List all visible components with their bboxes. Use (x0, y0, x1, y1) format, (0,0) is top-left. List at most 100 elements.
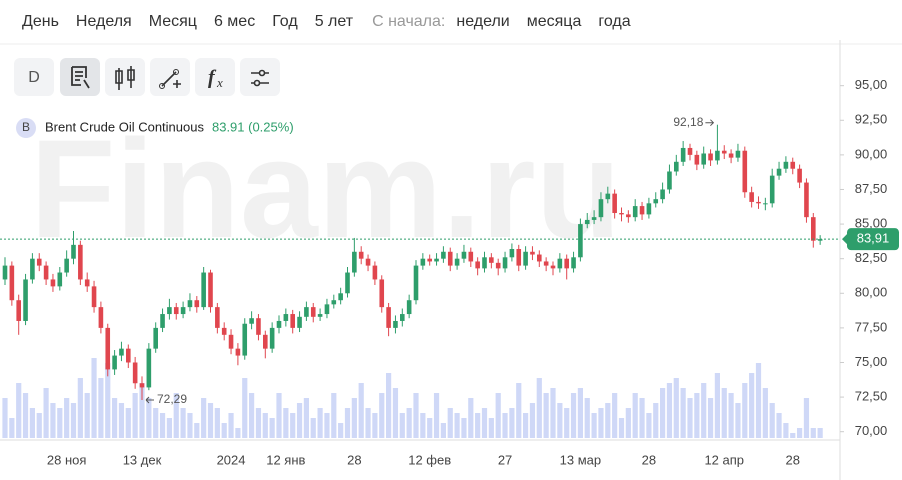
x-tick-label: 28 (786, 452, 800, 467)
settings-button[interactable] (240, 58, 280, 96)
volume-bar (9, 418, 15, 438)
volume-bar (36, 413, 42, 438)
candle-body (269, 327, 275, 349)
volume-bar (290, 413, 296, 438)
volume-bar (77, 378, 83, 438)
candle-body (2, 265, 8, 280)
legend-name: Brent Crude Oil Continuous (45, 119, 204, 134)
candle-body (112, 355, 117, 370)
candle-body (290, 314, 295, 328)
candle-body (30, 258, 35, 280)
x-tick-label: 28 (347, 452, 361, 467)
volume-bar (783, 423, 789, 438)
toolbar-item[interactable]: Год (272, 13, 298, 30)
volume-bar (543, 393, 549, 438)
min-arrow (145, 396, 154, 404)
candle-body (591, 217, 597, 220)
candle-body (742, 150, 748, 193)
candle-body (180, 307, 186, 315)
y-tick-label: 95,00 (855, 77, 888, 92)
candle-body (194, 300, 200, 308)
select-tool-button[interactable] (60, 58, 100, 96)
volume-bar (502, 413, 508, 438)
x-tick-label: 28 ноя (47, 452, 87, 467)
interval-label[interactable]: D (28, 69, 40, 86)
candle-body (153, 327, 158, 349)
volume-bar (420, 413, 426, 438)
toolbar-item[interactable]: месяца (527, 13, 582, 30)
volume-bar (22, 393, 29, 438)
candle-body (749, 192, 754, 202)
volume-bar (296, 403, 303, 438)
volume-bar (714, 373, 720, 438)
toolbar-item[interactable]: Неделя (76, 13, 132, 30)
volume-bar (427, 418, 433, 438)
candle-body (571, 257, 576, 269)
candle-body (317, 314, 323, 317)
candle-body (701, 153, 706, 165)
candle-body (482, 257, 487, 269)
indicators-icon: f (208, 67, 217, 89)
volume-bar (16, 383, 22, 438)
x-tick-label: 12 фев (408, 452, 451, 467)
candle-body (537, 254, 542, 262)
toolbar: День Неделя Месяц 6 мес Год 5 лет С начала: нед… (22, 13, 631, 30)
y-tick-label: 80,00 (855, 285, 888, 300)
indicators-button[interactable] (195, 58, 235, 96)
toolbar-item[interactable]: День (22, 13, 59, 30)
candle-body (304, 307, 309, 317)
toolbar-item[interactable]: недели (456, 13, 509, 30)
x-tick-label: 12 апр (704, 452, 744, 467)
min-label: 72,29 (157, 392, 187, 406)
x-tick-label: 27 (498, 452, 512, 467)
y-tick-label: 87,50 (855, 181, 888, 196)
candle-body (680, 147, 686, 162)
candle-body (263, 334, 268, 349)
volume-bar (159, 413, 166, 438)
toolbar-item[interactable]: Месяц (149, 13, 197, 30)
volume-bar (399, 413, 405, 438)
candle-body (146, 348, 152, 388)
y-tick-label: 70,00 (855, 423, 888, 438)
candle-body (228, 334, 234, 349)
volume-bar (194, 423, 200, 438)
candle-body (776, 168, 782, 176)
volume-bar (468, 398, 474, 438)
volume-bar (146, 398, 152, 438)
volume-bar (317, 408, 323, 438)
volume-bar (612, 393, 618, 438)
candle-body (626, 214, 631, 218)
candle-body (797, 168, 802, 183)
toolbar-item[interactable]: С начала: (372, 13, 445, 30)
candle-body (276, 320, 282, 328)
candle-body (475, 261, 480, 269)
interval-button[interactable] (14, 58, 54, 96)
volume-bar (187, 413, 193, 438)
volume-bar (50, 403, 56, 438)
toolbar-item[interactable]: 6 мес (214, 13, 255, 30)
candle-body (379, 279, 385, 308)
candle-body (345, 272, 350, 294)
volume-bar (632, 393, 638, 438)
candle-body (126, 348, 131, 363)
toolbar-item[interactable]: 5 лет (315, 13, 354, 30)
volume-bar (618, 418, 625, 438)
candle-body (43, 265, 49, 280)
volume-bar (488, 418, 494, 438)
y-tick-label: 90,00 (855, 146, 888, 161)
volume-bar (577, 388, 583, 438)
volume-bar (646, 413, 652, 438)
volume-bar (118, 403, 125, 438)
volume-bar (557, 403, 563, 438)
volume-bar (570, 393, 577, 438)
chart-type-button[interactable] (105, 58, 145, 96)
candle-body (71, 244, 76, 259)
x-tick-label: 28 (642, 452, 656, 467)
volume-bar (262, 413, 268, 438)
candle-body (667, 171, 672, 190)
toolbar-item[interactable]: года (598, 13, 630, 30)
volume-bar (495, 393, 501, 438)
volume-bar (105, 363, 111, 438)
y-tick-label: 75,00 (855, 354, 888, 369)
candle-body (619, 213, 624, 215)
